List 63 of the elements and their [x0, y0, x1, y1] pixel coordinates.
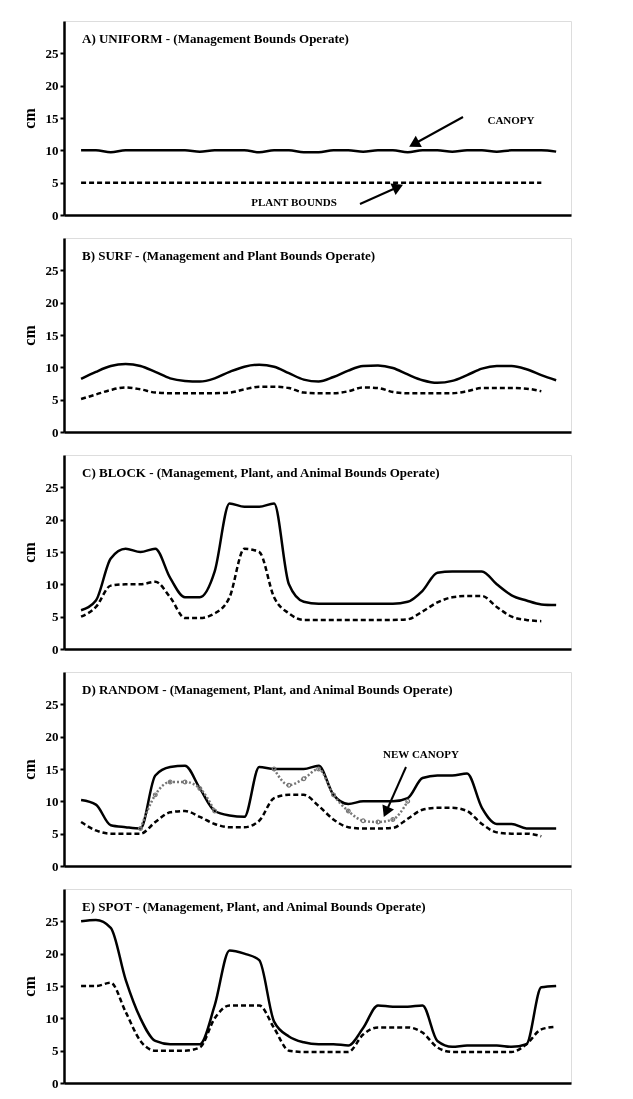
y-axis-title: cm: [20, 758, 38, 780]
y-tick-label: 0: [52, 424, 59, 440]
y-tick-label: 5: [52, 609, 59, 625]
text: A) UNIFORM - (Management Bounds Operate): [82, 31, 349, 46]
y-tick-label: 0: [52, 641, 59, 657]
line-series: [79, 362, 558, 385]
y-tick-label: 0: [52, 1075, 59, 1091]
y-tick-label: 20: [45, 729, 59, 745]
y-tick-label: 25: [45, 913, 59, 929]
line-series: [79, 385, 543, 401]
point: [345, 808, 351, 814]
y-tick-label: 5: [52, 175, 59, 191]
line-series: [79, 793, 543, 838]
point: [197, 785, 203, 791]
y-axis-title: cm: [20, 541, 38, 563]
point: [316, 766, 322, 772]
text: C) BLOCK - (Management, Plant, and Animal Bounds Operate): [82, 465, 440, 480]
y-axis-title: cm: [20, 975, 38, 997]
y-tick-label: 25: [45, 696, 59, 712]
y-tick-label: 10: [45, 1010, 59, 1026]
y-tick-label: 25: [45, 479, 59, 495]
y-tick-label: 5: [52, 1043, 59, 1059]
y-tick-label: 20: [45, 78, 59, 94]
line-series: [79, 918, 558, 1049]
y-axis-title: cm: [20, 107, 38, 129]
y-tick-label: 5: [52, 826, 59, 842]
point: [360, 818, 366, 824]
y-tick-label: 20: [45, 512, 59, 528]
point: [286, 782, 292, 788]
annotation: PLANT BOUNDS: [251, 196, 337, 208]
point: [182, 779, 188, 785]
y-tick-label: 10: [45, 359, 59, 375]
line-series: [79, 764, 558, 830]
y-tick-label: 25: [45, 45, 59, 61]
y-tick-label: 5: [52, 392, 59, 408]
point: [405, 798, 411, 804]
y-tick-label: 10: [45, 576, 59, 592]
point: [390, 816, 396, 822]
annotation: NEW CANOPY: [383, 748, 459, 760]
point: [167, 779, 173, 785]
y-tick-label: 15: [45, 544, 59, 560]
y-tick-label: 10: [45, 142, 59, 158]
y-tick-label: 0: [52, 858, 59, 874]
y-tick-label: 15: [45, 761, 59, 777]
y-tick-label: 20: [45, 295, 59, 311]
point: [330, 792, 336, 798]
text: D) RANDOM - (Management, Plant, and Animal Bounds Operate): [82, 682, 453, 697]
point: [152, 792, 158, 798]
point: [301, 776, 307, 782]
y-tick-label: 15: [45, 327, 59, 343]
y-tick-label: 20: [45, 946, 59, 962]
y-tick-label: 15: [45, 978, 59, 994]
y-axis-title: cm: [20, 324, 38, 346]
text: E) SPOT - (Management, Plant, and Animal Bounds Operate): [82, 899, 426, 914]
y-tick-label: 0: [52, 207, 59, 223]
y-tick-label: 25: [45, 262, 59, 278]
annotation: CANOPY: [487, 114, 535, 126]
y-tick-label: 10: [45, 793, 59, 809]
point: [271, 766, 277, 772]
y-tick-label: 15: [45, 110, 59, 126]
point: [137, 826, 143, 831]
text: B) SURF - (Management and Plant Bounds Operate): [82, 248, 376, 263]
point: [212, 808, 218, 814]
